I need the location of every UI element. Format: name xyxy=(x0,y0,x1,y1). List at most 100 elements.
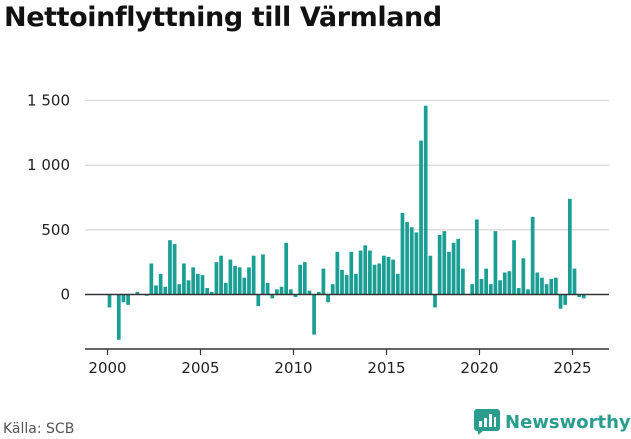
newsworthy-brand[interactable]: Newsworthy xyxy=(474,409,631,435)
bar xyxy=(563,294,568,305)
bar xyxy=(251,255,256,295)
bar xyxy=(428,255,433,295)
bar xyxy=(442,231,447,295)
bar xyxy=(521,258,526,295)
bar xyxy=(270,294,275,299)
bar xyxy=(377,263,382,295)
bar xyxy=(121,294,126,303)
bar xyxy=(182,263,186,295)
bar xyxy=(233,266,237,295)
bar xyxy=(567,198,572,295)
bar xyxy=(395,273,400,295)
bar xyxy=(484,268,489,295)
bar xyxy=(535,272,540,295)
bar xyxy=(191,267,196,295)
bar xyxy=(177,284,182,295)
bar xyxy=(437,235,442,295)
bar xyxy=(544,284,549,295)
x-tick-label: 2020 xyxy=(460,359,498,377)
bar xyxy=(223,282,228,295)
bar xyxy=(335,251,340,295)
bar xyxy=(228,259,233,295)
y-tick-label: 500 xyxy=(41,221,70,239)
grid-lines xyxy=(85,99,609,231)
bar xyxy=(275,289,279,295)
bar xyxy=(456,238,461,295)
bar xyxy=(372,264,377,295)
bar xyxy=(558,294,563,309)
bar xyxy=(261,254,265,295)
bar xyxy=(135,291,140,295)
bar xyxy=(256,294,261,307)
bar xyxy=(479,278,484,295)
y-tick-label: 1 000 xyxy=(27,156,70,174)
bar xyxy=(316,291,321,295)
bar xyxy=(381,255,386,295)
bar xyxy=(214,262,219,295)
bar xyxy=(409,227,414,295)
bar xyxy=(498,280,502,295)
bar xyxy=(126,294,130,305)
bar xyxy=(284,242,289,295)
bar xyxy=(405,222,409,295)
bar xyxy=(423,105,428,295)
bar xyxy=(512,240,516,295)
y-tick-label: 0 xyxy=(60,286,70,304)
bar xyxy=(340,269,344,295)
bar xyxy=(493,231,498,295)
bars xyxy=(107,105,586,340)
bar xyxy=(577,294,582,298)
bar xyxy=(288,289,293,295)
bar xyxy=(400,213,405,295)
bar xyxy=(116,294,121,340)
bar xyxy=(419,140,423,295)
bar xyxy=(391,259,396,295)
bar xyxy=(321,268,326,295)
bar xyxy=(516,288,521,295)
bar xyxy=(279,286,284,295)
bar xyxy=(154,285,158,295)
x-tick-label: 2025 xyxy=(553,359,591,377)
bar xyxy=(107,294,112,308)
bar xyxy=(414,232,419,295)
bar xyxy=(488,284,493,295)
bar xyxy=(168,240,172,295)
bar xyxy=(200,275,205,295)
newsworthy-logo-icon xyxy=(474,409,500,435)
bar xyxy=(474,219,479,295)
bar xyxy=(209,291,214,295)
bar xyxy=(349,251,354,295)
bar xyxy=(386,256,391,295)
tick-labels: 0 500 1 000 1 500 2000 2005 2010 2015 2020 2025 xyxy=(27,92,592,378)
bar xyxy=(298,264,303,295)
bar xyxy=(149,263,154,295)
bar xyxy=(172,244,177,295)
bar xyxy=(330,284,335,295)
bar xyxy=(158,273,163,295)
bar xyxy=(219,255,223,295)
bar xyxy=(242,277,247,295)
bar xyxy=(554,277,558,295)
bar xyxy=(447,251,451,295)
bar xyxy=(163,286,168,295)
bar xyxy=(205,288,210,295)
bar xyxy=(265,282,270,295)
bar xyxy=(549,278,554,295)
bar xyxy=(507,271,512,295)
bar xyxy=(302,262,307,295)
bar xyxy=(237,267,242,295)
bar xyxy=(581,294,586,299)
axes xyxy=(85,293,609,355)
bar xyxy=(526,289,530,295)
bar xyxy=(307,290,312,295)
bar xyxy=(530,216,535,295)
x-tick-label: 2005 xyxy=(181,359,219,377)
bar xyxy=(461,268,465,295)
bar xyxy=(368,250,372,295)
bar xyxy=(363,245,368,295)
x-tick-label: 2015 xyxy=(367,359,405,377)
bar xyxy=(433,294,437,308)
x-tick-label: 2000 xyxy=(88,359,126,377)
chart-title: Nettoinflyttning till Värmland xyxy=(4,2,442,33)
